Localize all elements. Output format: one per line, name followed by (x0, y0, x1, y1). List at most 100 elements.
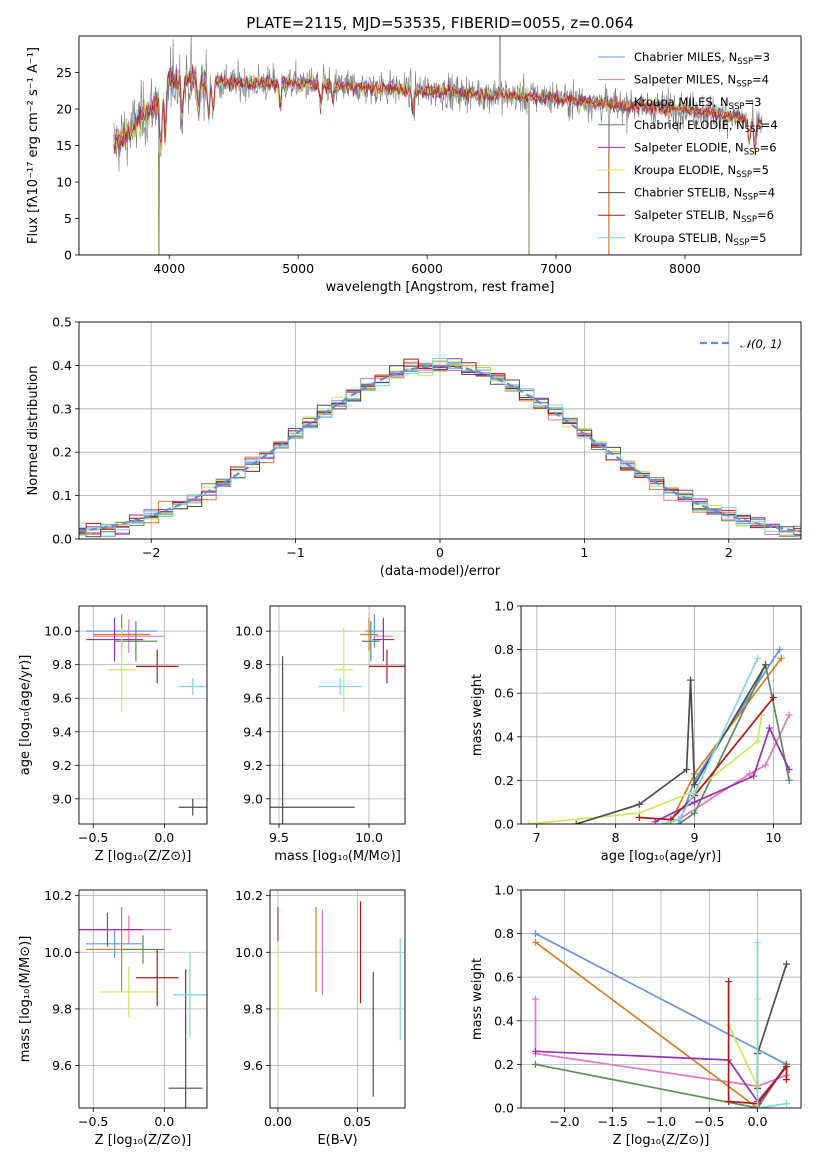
mass-weight-marker (746, 770, 754, 778)
mass-weight-marker (691, 809, 699, 817)
mass-weight-marker (785, 711, 793, 719)
x-tick-label: 0.0 (154, 830, 174, 845)
x-tick-label: 6000 (411, 261, 443, 276)
x-axis-label: (data-model)/error (380, 564, 501, 579)
x-axis-label: wavelength [Angstrom, rest frame] (326, 280, 555, 295)
histogram-legend: 𝒩(0, 1) (700, 337, 782, 351)
mass-weight-line (575, 664, 767, 824)
y-tick-label: 0.1 (52, 488, 72, 503)
x-tick-label: −1.0 (646, 1114, 676, 1129)
y-tick-label: 10.0 (235, 624, 263, 639)
mass_weight_vs_metallicity-plot-area (531, 930, 791, 1108)
y-tick-label: 9.8 (52, 657, 72, 672)
mass-weight-marker (635, 813, 643, 821)
mass-weight-marker (783, 1100, 791, 1108)
mass-weight-marker (683, 766, 691, 773)
spectrum-axes: 4000 5000 6000 7000 8000 0 5 10 15 20 25 wavelength… (26, 47, 701, 295)
y-tick-label: 0.0 (494, 817, 514, 832)
y-tick-label: 10.2 (235, 888, 263, 903)
spectrum-legend: Chabrier MILES, NSSP=3 Salpeter MILES, NS… (598, 50, 778, 248)
x-tick-label: 0.00 (264, 1114, 292, 1129)
normal-curve (79, 364, 801, 533)
mass_weight_vs_age-frame (520, 605, 802, 825)
mass-weight-marker (687, 676, 695, 684)
legend-entry: Kroupa ELODIE, NSSP=5 (634, 163, 769, 180)
mass-weight-marker (659, 820, 667, 824)
mass-weight-marker (762, 761, 770, 769)
y-tick-label: 20 (56, 102, 72, 117)
x-axis-label: mass [log₁₀(M/M⊙)] (274, 849, 401, 864)
x-tick-label: −0.5 (78, 830, 108, 845)
mass_vs_metallicity-frame (78, 889, 208, 1109)
mass_weight_vs_age-plot-area (525, 646, 793, 824)
legend-entry: Salpeter MILES, NSSP=4 (634, 73, 769, 90)
x-axis-label: Z [log₁₀(Z/Z⊙)] (95, 1133, 192, 1148)
x-axis-label: E(B-V) (317, 1133, 357, 1148)
x-tick-label: −0.5 (694, 1114, 724, 1129)
x-tick-label: 5000 (282, 261, 314, 276)
y-tick-label: 0.6 (494, 970, 514, 985)
age_vs_metallicity-frame (78, 605, 208, 825)
mass-weight-marker (525, 820, 533, 824)
y-tick-label: 0.8 (494, 926, 514, 941)
x-axis-label: Z [log₁₀(Z/Z⊙)] (95, 849, 192, 864)
y-tick-label: 25 (56, 65, 72, 80)
mass-weight-marker (776, 646, 784, 654)
mass-weight-marker (691, 781, 699, 789)
mass-weight-marker (531, 995, 539, 1003)
x-tick-label: −0.5 (78, 1114, 108, 1129)
mass-weight-marker (777, 654, 785, 662)
y-tick-label: 10.0 (44, 624, 72, 639)
y-tick-label: 9.4 (52, 724, 72, 739)
mass-weight-marker (725, 978, 733, 986)
mass-weight-marker (785, 776, 793, 784)
mass-weight-line (662, 657, 759, 824)
spectrum-frame (78, 35, 802, 256)
y-tick-label: 0.5 (52, 315, 72, 330)
y-tick-label: 15 (56, 138, 72, 153)
y-tick-label: 9.6 (243, 1058, 263, 1073)
spectrum-model-line (113, 67, 763, 155)
x-tick-label: 0.05 (343, 1114, 371, 1129)
y-tick-label: 9.8 (243, 657, 263, 672)
y-tick-label: 9.6 (243, 691, 263, 706)
mass-weight-marker (783, 1063, 791, 1071)
x-tick-label: 10 (765, 830, 781, 845)
mass-weight-line (535, 932, 787, 1066)
y-tick-label: 9.8 (52, 1001, 72, 1016)
mass-weight-marker (754, 1104, 762, 1108)
y-tick-label: 0 (64, 248, 72, 263)
y-tick-label: 0.3 (52, 401, 72, 416)
mass-weight-line (639, 697, 775, 821)
legend-entry: Chabrier ELODIE, NSSP=4 (634, 118, 778, 135)
legend-entry: 𝒩(0, 1) (740, 337, 782, 351)
y-axis-label: age [log₁₀(age/yr)] (18, 655, 33, 776)
y-axis-label: Normed distribution (26, 366, 41, 496)
x-tick-label: 9 (691, 830, 699, 845)
mass-weight-marker (531, 938, 539, 946)
y-tick-label: 9.2 (243, 758, 263, 773)
mass_vs_metallicity-plot-area (79, 906, 207, 1108)
x-tick-label: 7000 (540, 261, 572, 276)
figure-title: PLATE=2115, MJD=53535, FIBERID=0055, z=0… (246, 14, 633, 32)
y-tick-label: 9.0 (243, 791, 263, 806)
x-tick-label: −1 (286, 545, 304, 560)
y-tick-label: 0.4 (52, 358, 72, 373)
legend-entry: Salpeter STELIB, NSSP=6 (634, 208, 774, 225)
x-tick-label: 8 (612, 830, 620, 845)
mass-weight-marker (754, 654, 762, 662)
y-axis-label: mass weight (470, 958, 485, 1040)
age_vs_mass-plot-area (270, 614, 405, 824)
x-tick-label: 0 (436, 545, 444, 560)
y-axis-label: mass [log₁₀(M/M⊙)] (18, 936, 33, 1063)
y-tick-label: 10.0 (235, 945, 263, 960)
x-tick-label: 2 (725, 545, 733, 560)
y-tick-label: 1.0 (494, 599, 514, 614)
x-tick-label: 0.0 (154, 1114, 174, 1129)
x-tick-label: 4000 (153, 261, 185, 276)
legend-entry: Kroupa STELIB, NSSP=5 (634, 231, 766, 248)
y-tick-label: 10 (56, 175, 72, 190)
mass_vs_ebv-frame (269, 889, 406, 1109)
x-tick-label: 0.0 (748, 1114, 768, 1129)
